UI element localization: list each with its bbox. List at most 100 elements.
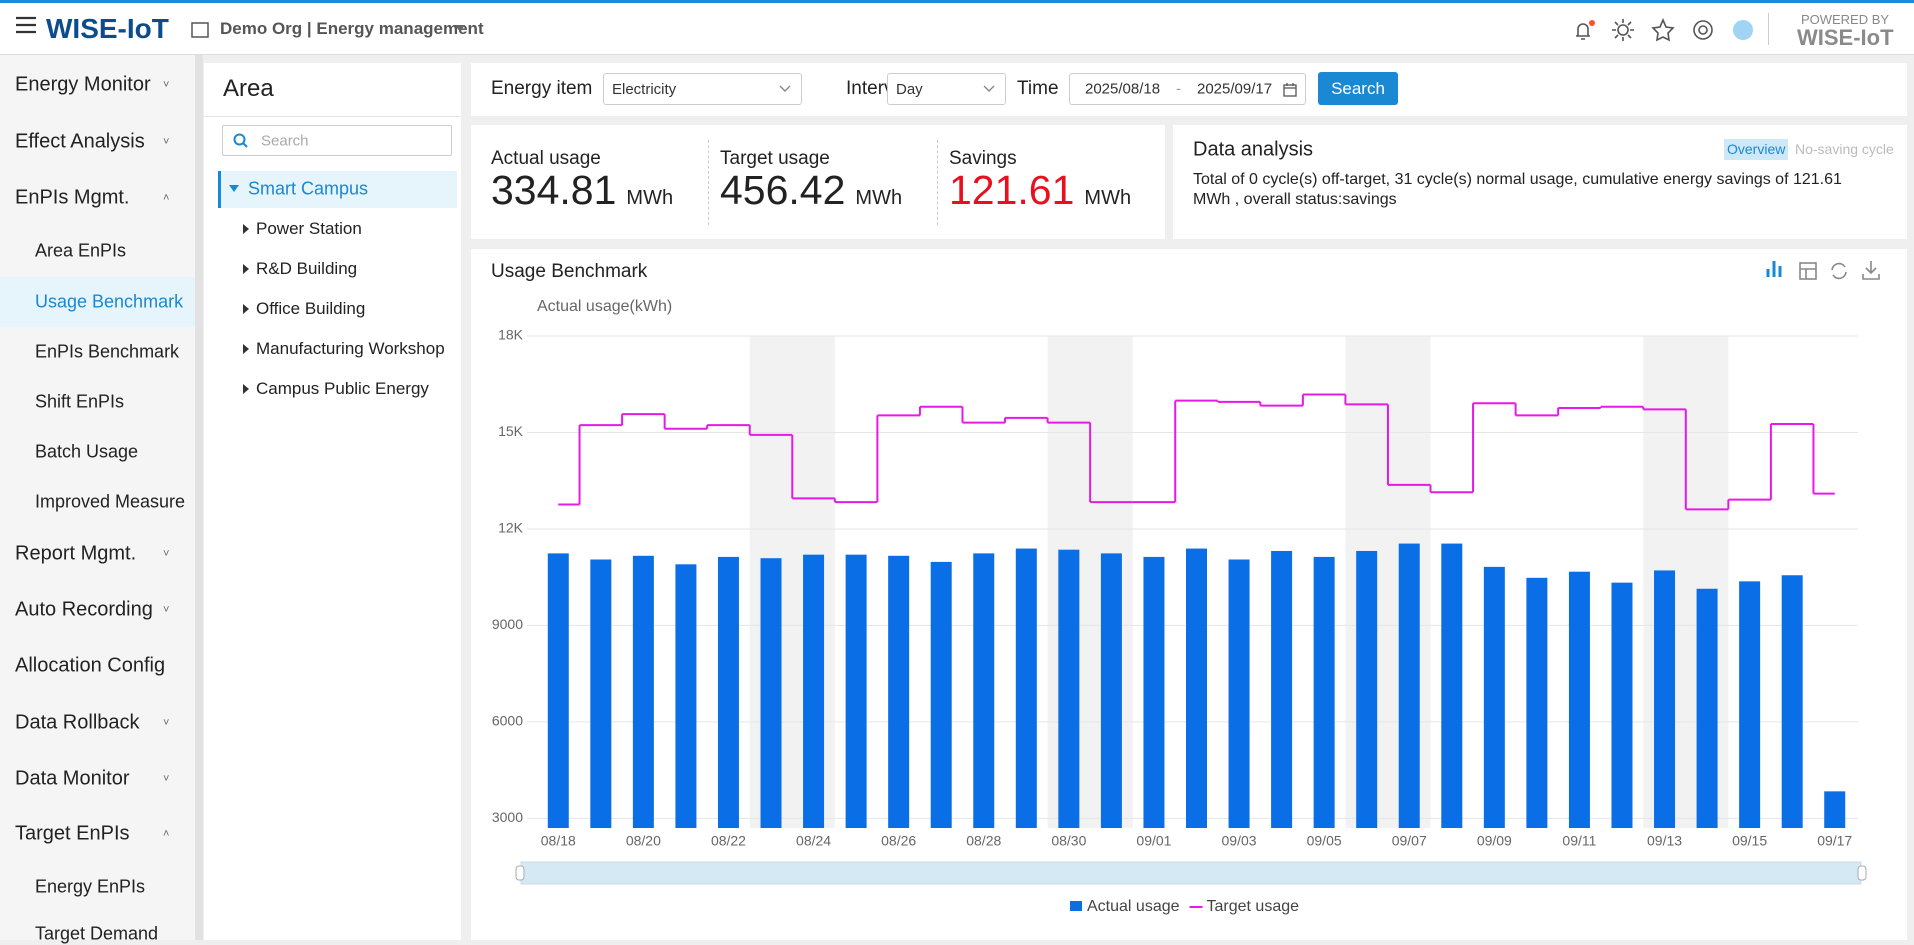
summary-value-row: 121.61 MWh	[949, 167, 1131, 214]
x-tick-label: 08/28	[966, 833, 1001, 849]
chart-title: Usage Benchmark	[491, 261, 648, 282]
bar	[888, 555, 910, 828]
bar	[1824, 791, 1846, 828]
caret	[229, 185, 239, 192]
date-range[interactable]: 2025/08/18 - 2025/09/17	[1069, 73, 1306, 105]
chevron	[779, 85, 791, 92]
tree-node[interactable]: Power Station	[256, 219, 362, 238]
x-tick-label: 08/20	[626, 833, 661, 849]
tree-node[interactable]: Office Building	[256, 299, 366, 318]
sub-item[interactable]: EnPIs Benchmark	[35, 341, 180, 362]
chevron: ˄	[163, 192, 170, 204]
sub-item[interactable]: Area EnPIs	[35, 240, 127, 261]
menu-icon[interactable]	[14, 13, 38, 37]
top-bar: WISE-IoT Demo Org | Energy management PO…	[0, 0, 1914, 55]
bar	[1313, 556, 1335, 828]
org-selector[interactable]: Demo Org | Energy management	[220, 19, 484, 38]
sub-item[interactable]: Batch Usage	[35, 441, 139, 462]
bar	[590, 559, 612, 828]
x-tick-label: 09/05	[1307, 833, 1342, 849]
area-title: Area	[223, 75, 274, 102]
legend-marker	[1070, 901, 1082, 911]
energy-select[interactable]: Electricity	[603, 73, 802, 105]
refresh-icon[interactable]	[1831, 262, 1847, 280]
powered-brand: WISE-IoT	[1797, 25, 1894, 50]
select-value: Electricity	[612, 80, 677, 98]
zoom-handle	[515, 865, 525, 881]
top-item[interactable]: Effect Analysis	[15, 130, 145, 153]
bar	[1398, 543, 1420, 828]
legend-label[interactable]: Actual usage	[1087, 898, 1180, 915]
divider	[708, 140, 709, 225]
summary-value-row: 456.42 MWh	[720, 167, 902, 214]
sub-item[interactable]: Target Demand	[35, 923, 159, 944]
sub-item[interactable]: Shift EnPIs	[35, 391, 125, 412]
start-date: 2025/08/18	[1085, 80, 1161, 98]
avatar[interactable]	[1733, 20, 1753, 40]
chevron: ˅	[163, 548, 170, 560]
tab-active[interactable]: Overview	[1724, 139, 1789, 160]
x-tick-label: 08/22	[711, 833, 746, 849]
select-value: Day	[896, 80, 923, 98]
top-item[interactable]: Auto Recording	[15, 598, 153, 621]
x-tick-label: 08/26	[881, 833, 916, 849]
search-box[interactable]: Search	[222, 125, 452, 156]
bar	[1568, 571, 1590, 828]
date-separator: -	[1176, 80, 1181, 98]
search-button[interactable]: Search	[1318, 72, 1398, 105]
tree-node[interactable]: R&D Building	[256, 259, 358, 278]
favorite-icon[interactable]	[1651, 17, 1675, 42]
search-icon	[233, 133, 248, 148]
scrollbar	[195, 55, 203, 940]
table-view-icon[interactable]	[1799, 262, 1817, 280]
notification-icon[interactable]	[1576, 23, 1590, 40]
x-tick-label: 08/24	[796, 833, 831, 849]
y-axis-title: Actual usage(kWh)	[537, 298, 672, 315]
tree-node[interactable]: Manufacturing Workshop	[256, 339, 445, 358]
x-tick-label: 09/07	[1392, 833, 1427, 849]
bar	[1186, 548, 1207, 828]
tree-node[interactable]: Campus Public Energy	[256, 379, 429, 398]
sub-item[interactable]: Energy EnPIs	[35, 876, 146, 897]
tree-selected[interactable]: Smart Campus	[218, 171, 457, 208]
chart-panel: Usage Benchmark Actual usage(kWh) 3000 600…	[471, 249, 1907, 940]
bar	[1739, 581, 1761, 828]
download-icon[interactable]	[1862, 261, 1880, 280]
settings-icon[interactable]	[1698, 25, 1708, 35]
divider	[937, 140, 938, 225]
bar-view-icon[interactable]	[1766, 261, 1782, 277]
bar	[1526, 577, 1548, 828]
summary-value: 334.81	[491, 167, 617, 213]
caret	[243, 224, 249, 234]
top-item[interactable]: EnPIs Mgmt.	[15, 186, 130, 209]
summary-card: Actual usage 334.81 MWh Target usage 456.42 M…	[471, 125, 1165, 239]
legend-label[interactable]: Target usage	[1207, 898, 1300, 915]
summary-unit: MWh	[1084, 187, 1132, 209]
interval-select[interactable]: Day	[887, 73, 1006, 105]
tab[interactable]: No-saving cycle	[1795, 141, 1894, 157]
top-item[interactable]: Target EnPIs	[15, 822, 130, 845]
powered-by: POWERED BY	[1800, 12, 1890, 27]
bar	[547, 553, 569, 828]
top-item[interactable]: Report Mgmt.	[15, 542, 137, 565]
search-placeholder: Search	[261, 132, 309, 150]
theme-icon[interactable]	[1617, 24, 1629, 36]
top-item[interactable]: Data Monitor	[15, 767, 130, 790]
chart-tools	[1766, 261, 1880, 280]
sub-item[interactable]: Usage Benchmark	[35, 291, 184, 312]
top-item[interactable]: Energy Monitor	[15, 73, 151, 96]
top-item[interactable]: Allocation Config	[15, 654, 166, 677]
org-icon	[191, 22, 209, 38]
x-tick-label: 08/18	[541, 833, 576, 849]
analysis-text: Total of 0 cycle(s) off-target, 31 cycle…	[1193, 171, 1842, 208]
bar	[632, 555, 654, 828]
bar	[1143, 556, 1165, 828]
top-item[interactable]: Data Rollback	[15, 711, 140, 734]
chevron: ˄	[163, 828, 170, 840]
y-tick-label: 9000	[492, 616, 523, 632]
bar	[973, 553, 995, 828]
sub-item[interactable]: Improved Measure	[35, 491, 186, 512]
bar	[675, 564, 697, 828]
filter-label: Time	[1017, 78, 1059, 99]
active-bg	[0, 277, 195, 327]
